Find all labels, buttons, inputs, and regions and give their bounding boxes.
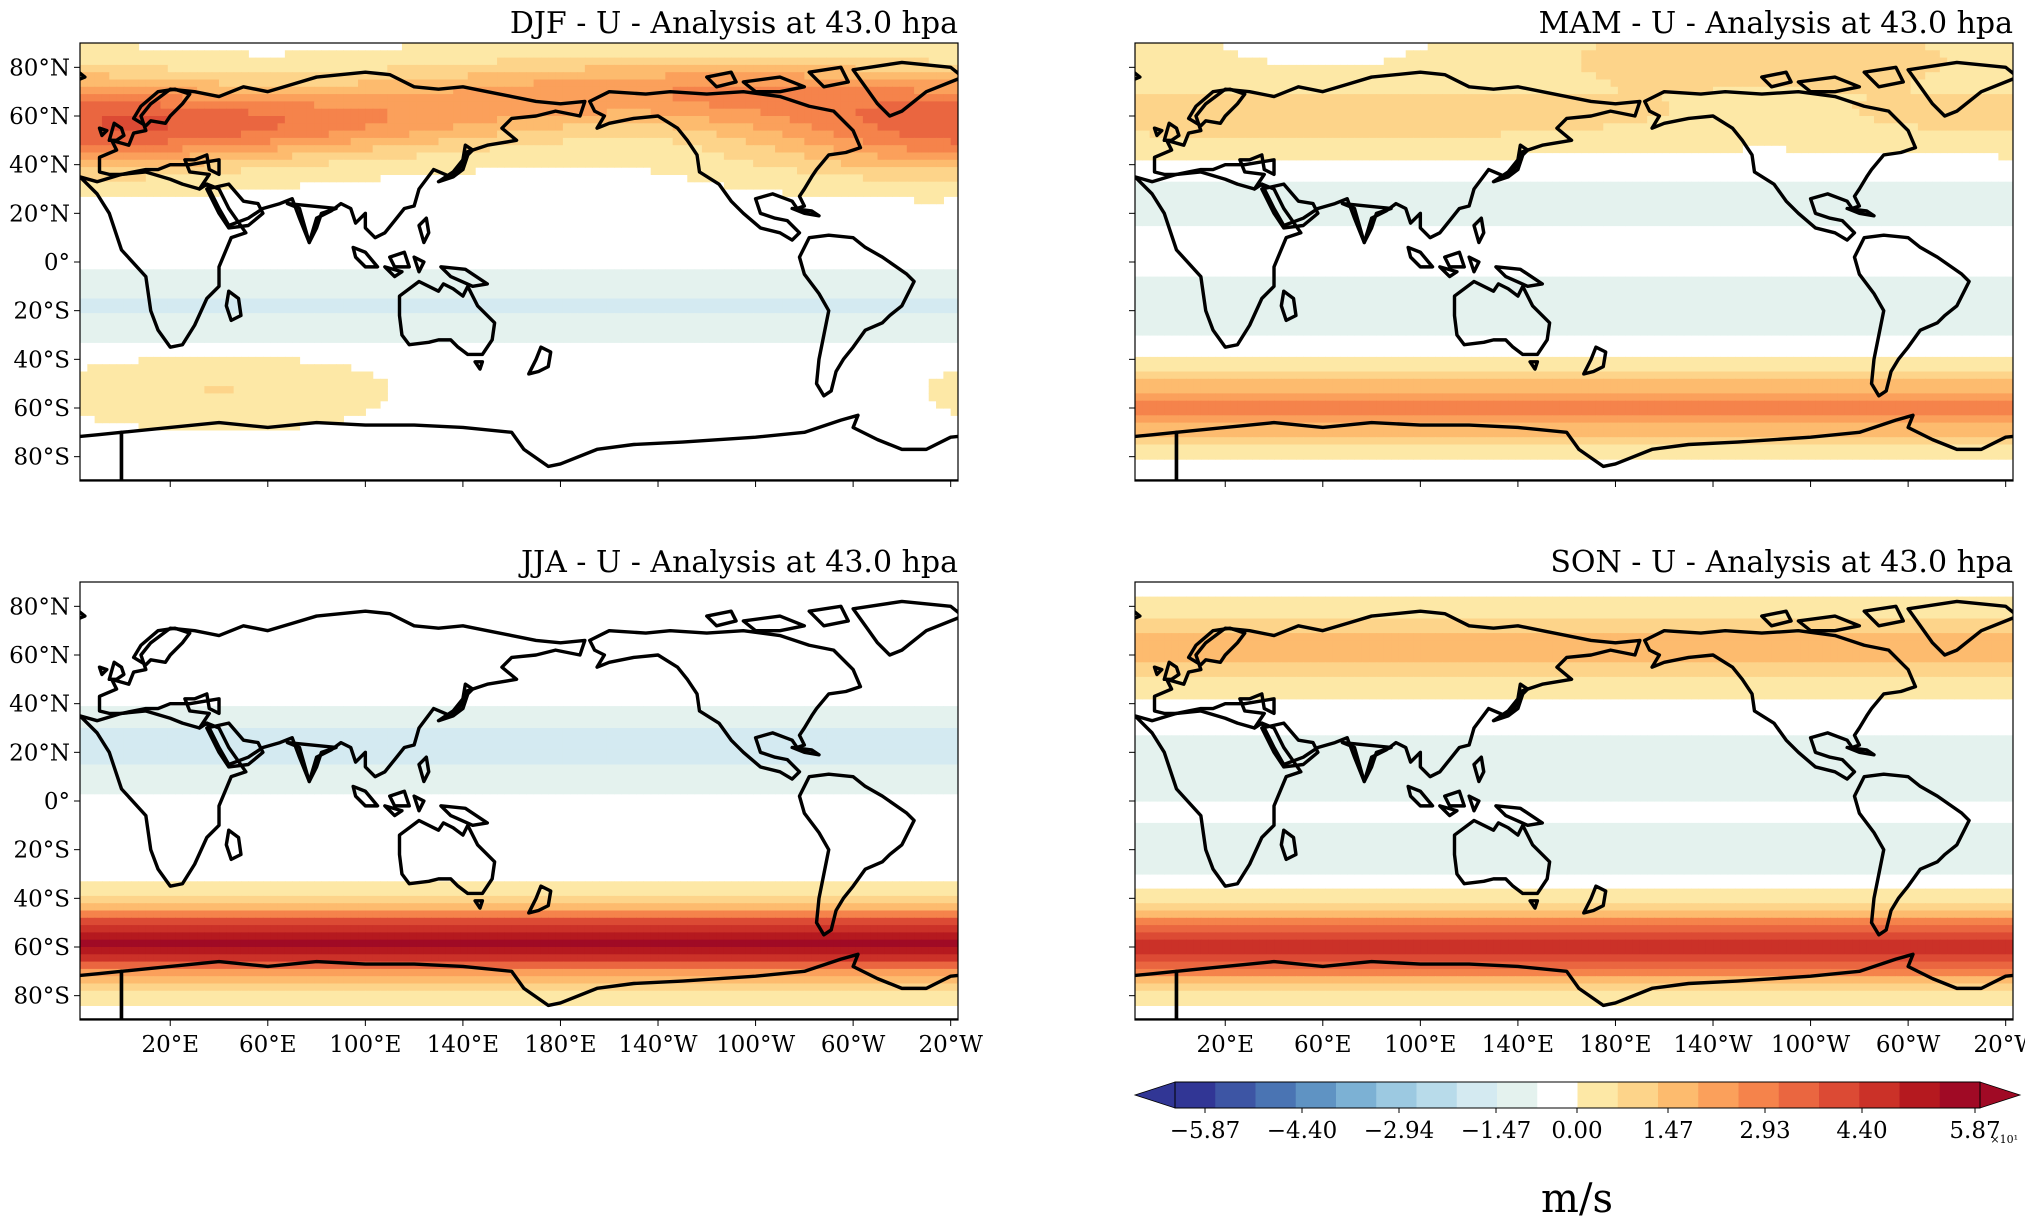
colorbar-swatch [1215, 1082, 1256, 1108]
lat-tick-label: 60°S [13, 396, 70, 422]
lon-tick-label: 100°W [716, 1032, 795, 1058]
lon-tick-label: 20°W [918, 1032, 983, 1058]
lat-tick-label: 20°S [13, 838, 70, 864]
lat-tick-label: 60°S [13, 935, 70, 961]
colorbar-swatch [1255, 1082, 1297, 1108]
panel-title: SON - U - Analysis at 43.0 hpa [1550, 545, 2013, 580]
colorbar-tick-label: −1.47 [1461, 1118, 1531, 1144]
wind-field-jja [80, 582, 958, 1020]
lon-tick-label: 20°E [1196, 1032, 1254, 1058]
lat-tick-label: 60°N [9, 643, 70, 669]
lon-tick-label: 60°W [1876, 1032, 1941, 1058]
colorbar-swatch [1899, 1082, 1941, 1108]
lon-tick-label: 180°E [524, 1032, 596, 1058]
colorbar-swatch [1175, 1082, 1216, 1108]
colorbar-tick-label: −4.40 [1267, 1118, 1337, 1144]
colorbar-tick-label: 1.47 [1642, 1118, 1693, 1144]
colorbar-swatch [1456, 1082, 1498, 1108]
colorbar-swatch [1577, 1082, 1619, 1108]
lat-tick-label: 20°N [9, 201, 70, 227]
wind-field-mam [1135, 43, 2013, 481]
colorbar-scale-label: ×10¹ [1990, 1133, 2018, 1146]
lon-tick-label: 100°W [1771, 1032, 1850, 1058]
colorbar-swatch [1416, 1082, 1458, 1108]
colorbar-ticks: −5.87 −4.40 −2.94 −1.47 0.00 1.47 2.93 4.40 5.87 [1170, 1108, 2001, 1144]
colorbar-swatch [1939, 1082, 1981, 1108]
lon-tick-label: 100°E [329, 1032, 401, 1058]
lat-tick-label: 0° [44, 250, 70, 276]
colorbar-swatch [1295, 1082, 1337, 1108]
lat-tick-label: 0° [44, 789, 70, 815]
lat-tick-label: 20°N [9, 740, 70, 766]
lon-tick-label: 20°E [141, 1032, 199, 1058]
panel-title: MAM - U - Analysis at 43.0 hpa [1539, 6, 2013, 41]
colorbar-tick-label: 5.87 [1949, 1118, 2000, 1144]
panels-layer: DJF - U - Analysis at 43.0 hpa 80°N 60°N 40… [9, 6, 2025, 1058]
map-panel-mam: MAM - U - Analysis at 43.0 hpa [1129, 6, 2014, 487]
lat-tick-label: 40°S [13, 886, 70, 912]
lat-tick-label: 80°S [13, 984, 70, 1010]
lon-tick-label: 140°W [1673, 1032, 1752, 1058]
colorbar-swatch [1537, 1082, 1578, 1108]
panel-title: DJF - U - Analysis at 43.0 hpa [510, 6, 958, 41]
lat-tick-label: 20°S [13, 299, 70, 325]
map-panel-son: SON - U - Analysis at 43.0 hpa 20°E 60°E 10… [1129, 545, 2025, 1058]
colorbar-left-arrow [1133, 1081, 1176, 1109]
colorbar-swatch [1376, 1082, 1417, 1108]
colorbar-swatch [1336, 1082, 1377, 1108]
lat-tick-label: 40°S [13, 347, 70, 373]
lat-tick-label: 80°S [13, 445, 70, 471]
colorbar-tick-label: 4.40 [1836, 1118, 1887, 1144]
colorbar: −5.87 −4.40 −2.94 −1.47 0.00 1.47 2.93 4.40 5.87… [1133, 1081, 2022, 1222]
lon-tick-label: 20°W [1973, 1032, 2025, 1058]
colorbar-tick-label: −5.87 [1170, 1118, 1240, 1144]
lat-tick-label: 40°N [9, 692, 70, 718]
lat-tick-label: 40°N [9, 153, 70, 179]
lon-tick-label: 60°W [821, 1032, 886, 1058]
colorbar-swatch [1819, 1082, 1860, 1108]
lon-tick-label: 100°E [1384, 1032, 1456, 1058]
lon-tick-label: 60°E [1294, 1032, 1352, 1058]
lat-tick-label: 60°N [9, 104, 70, 130]
lon-tick-label: 180°E [1579, 1032, 1651, 1058]
lon-tick-label: 140°E [427, 1032, 499, 1058]
colorbar-swatches [1175, 1082, 1981, 1108]
lon-tick-label: 60°E [239, 1032, 297, 1058]
colorbar-swatch [1778, 1082, 1820, 1108]
colorbar-tick-label: 2.93 [1739, 1118, 1790, 1144]
colorbar-unit-label: m/s [1541, 1176, 1613, 1222]
colorbar-swatch [1698, 1082, 1739, 1108]
colorbar-tick-label: 0.00 [1551, 1118, 1602, 1144]
colorbar-swatch [1497, 1082, 1538, 1108]
colorbar-tick-label: −2.94 [1364, 1118, 1434, 1144]
colorbar-swatch [1738, 1082, 1780, 1108]
colorbar-swatch [1617, 1082, 1659, 1108]
colorbar-right-arrow [1979, 1081, 2022, 1109]
wind-field-son [1135, 582, 2013, 1020]
lon-tick-label: 140°W [618, 1032, 697, 1058]
lat-tick-label: 80°N [9, 594, 70, 620]
panel-title: JJA - U - Analysis at 43.0 hpa [518, 545, 958, 580]
map-panel-jja: JJA - U - Analysis at 43.0 hpa 80°N 60°N 40… [9, 545, 983, 1058]
map-panel-djf: DJF - U - Analysis at 43.0 hpa 80°N 60°N 40… [9, 6, 959, 487]
wind-field-djf [80, 43, 958, 481]
lat-tick-label: 80°N [9, 55, 70, 81]
lon-tick-label: 140°E [1482, 1032, 1554, 1058]
colorbar-swatch [1859, 1082, 1900, 1108]
colorbar-swatch [1658, 1082, 1699, 1108]
